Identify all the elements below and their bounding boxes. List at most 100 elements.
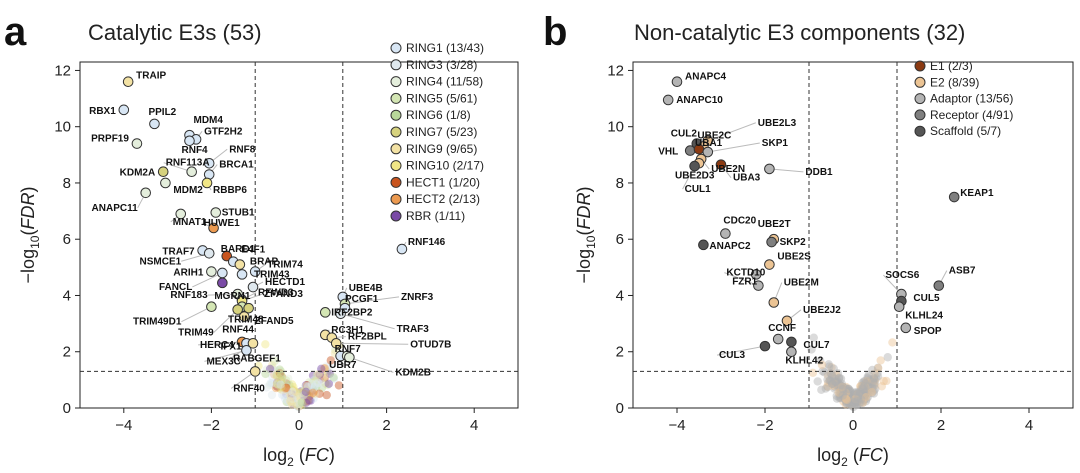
panel-b-point-cdc20[interactable] (720, 228, 731, 239)
panel-b-point-vhl[interactable] (684, 145, 696, 156)
panel-b-point-ube2s[interactable] (764, 259, 775, 270)
panel-a-background-point (292, 392, 301, 401)
panel-b-background-point (845, 395, 854, 404)
panel-b-background-point (870, 377, 880, 386)
panel-a-point-nsmce1[interactable] (203, 247, 215, 259)
panel-a-label-bard1: BARD1 (221, 244, 256, 255)
panel-b-point-anapc4[interactable] (671, 76, 683, 87)
panel-a-label-pcgf1: PCGF1 (345, 294, 379, 305)
panel-a-point-kdm2a[interactable] (157, 166, 169, 178)
panel-b-label-spop: SPOP (914, 326, 942, 337)
panel-b-point-klhl24[interactable] (893, 301, 905, 313)
panel-b-point-ube2j2[interactable] (781, 315, 793, 327)
panel-a-background-point (309, 387, 319, 396)
panel-b-label-cul1: CUL1 (685, 184, 712, 195)
panel-a-background-point (277, 390, 287, 400)
panel-a-point-traip[interactable] (122, 76, 134, 87)
panel-a-point-otud7b[interactable] (330, 338, 342, 349)
panel-b-background-point (860, 384, 870, 394)
panel-a-point-rabgef1[interactable] (247, 338, 259, 349)
panel-b-background-point (835, 373, 844, 382)
panel-a-legend-marker-ring7-5-23 (390, 126, 402, 138)
panel-a-point-rnf113a[interactable] (186, 166, 197, 178)
panel-a-point-hectd1[interactable] (247, 281, 259, 293)
panel-b-point-fzr1[interactable] (750, 269, 762, 280)
panel-b-background-point (858, 387, 867, 396)
panel-a-background-point (276, 367, 286, 376)
panel-a-point-rnf44[interactable] (238, 311, 250, 322)
panel-b-point-anapc10[interactable] (662, 94, 674, 106)
panel-a-legend-marker-ring1-13-43 (390, 42, 402, 54)
panel-a-point-rnf146[interactable] (396, 243, 408, 255)
panel-a-point-mnat1[interactable] (175, 208, 187, 220)
panel-a-point-trim74[interactable] (249, 266, 261, 277)
panel-b-point-anapc2[interactable] (698, 239, 709, 251)
panel-a-background-point (297, 388, 307, 398)
panel-b-x-tick-label: 0 (849, 417, 857, 434)
panel-a-point-rnf4[interactable] (184, 135, 195, 147)
panel-a-point-rbx1[interactable] (118, 104, 130, 116)
panel-b-legend-marker-e2-8-39 (914, 76, 926, 88)
panel-a-label-herc4: HERC4 (200, 340, 234, 351)
panel-b-point-spop[interactable] (900, 322, 912, 334)
panel-a-point-rbbp6[interactable] (201, 177, 213, 189)
panel-b-point-cul3[interactable] (759, 340, 771, 352)
panel-a-background-point (302, 385, 312, 394)
panel-b-point-ube2m[interactable] (768, 297, 780, 308)
panel-b-label-anapc2: ANAPC2 (709, 241, 751, 252)
panel-a-point-zfand5[interactable] (243, 302, 254, 314)
panel-a-point-brap[interactable] (234, 259, 246, 270)
panel-b-background-point (853, 397, 862, 406)
panel-b-point-keap1[interactable] (948, 191, 960, 203)
panel-b-background-point (861, 380, 870, 389)
panel-b-point-ccnf[interactable] (772, 333, 784, 345)
panel-a-point-stub1[interactable] (210, 207, 222, 218)
panel-b-background-point (855, 387, 865, 397)
panel-b-background-point (860, 395, 869, 404)
panel-b-background-point (853, 400, 862, 409)
panel-b-point-cul1[interactable] (689, 160, 700, 172)
panel-a-background-point (329, 373, 338, 382)
panel-a-point-fancl[interactable] (217, 267, 228, 279)
panel-a-background-point (299, 399, 308, 408)
panel-b-background-point (845, 397, 854, 406)
panel-b-background-point (863, 378, 872, 387)
panel-a-background-point (285, 380, 294, 390)
panel-a-point-huwe1[interactable] (208, 222, 219, 234)
panel-a-point-rnf8[interactable] (203, 157, 215, 169)
panel-b-background-point (813, 377, 822, 386)
panel-a-point-rnf40[interactable] (249, 366, 261, 377)
panel-b-background-point (832, 378, 841, 388)
panel-a-point-arih1[interactable] (206, 266, 217, 277)
panel-b-background-point (836, 374, 846, 383)
panel-b-background-point (853, 390, 862, 399)
panel-b-point-kctd10[interactable] (753, 280, 764, 291)
panel-a-label-brap: BRAP (250, 257, 279, 268)
panel-a-point-kdm2b[interactable] (344, 352, 355, 363)
panel-a-point-trim49d1[interactable] (206, 301, 217, 313)
panel-a-point-prpf19[interactable] (131, 138, 143, 149)
panel-a-point-trim43[interactable] (236, 269, 248, 280)
panel-b-point-asb7[interactable] (933, 280, 945, 291)
panel-b-point-uba3[interactable] (715, 159, 727, 170)
panel-a-point-mdm2[interactable] (160, 177, 171, 189)
panel-a-leader-trim49 (213, 309, 239, 333)
panel-b-point-skp2[interactable] (766, 236, 777, 248)
panel-a-label-kdm2b: KDM2B (395, 367, 431, 378)
panel-b-point-cul7[interactable] (786, 336, 797, 348)
panel-a-point-ppil2[interactable] (149, 118, 160, 130)
panel-b-point-skp1[interactable] (702, 146, 714, 158)
panel-a-background-point (282, 397, 291, 407)
panel-a-point-trim49[interactable] (232, 304, 243, 315)
panel-a-background-point (303, 386, 313, 395)
panel-b-point-klhl42[interactable] (786, 346, 797, 358)
panel-a-point-irf2bp2[interactable] (319, 307, 331, 318)
panel-a-y-tick-label: 2 (63, 344, 71, 361)
panel-a-point-mex3c[interactable] (241, 345, 252, 356)
panel-a-label-mex3c: MEX3C (206, 356, 240, 367)
panel-b-background-point (841, 394, 851, 404)
panel-a-point-traf3[interactable] (335, 308, 346, 320)
panel-a-point-mgrn1[interactable] (217, 277, 228, 289)
panel-b-point-ddb1[interactable] (764, 163, 775, 175)
panel-a-point-anapc11[interactable] (140, 187, 151, 199)
